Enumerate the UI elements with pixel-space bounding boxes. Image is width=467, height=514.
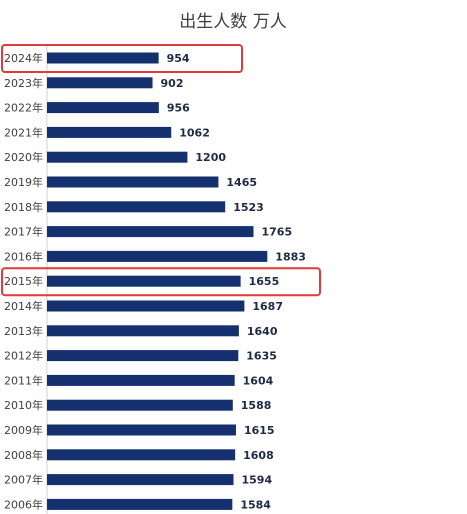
category-label: 2023年 (4, 76, 43, 90)
category-label: 2012年 (4, 349, 43, 363)
category-label: 2017年 (4, 225, 43, 239)
bar-row: 2006年 1584 (4, 497, 271, 511)
value-label: 1640 (247, 325, 278, 338)
bar-row: 2024年 954 (1, 44, 243, 73)
value-label: 1588 (241, 399, 272, 412)
bar (47, 374, 235, 386)
bar (47, 498, 233, 510)
value-label: 1523 (233, 201, 264, 214)
chart-title: 出生人数 万人 (179, 12, 286, 32)
category-label: 2008年 (4, 448, 43, 462)
bar-row: 2023年 902 (4, 76, 184, 90)
value-label: 954 (167, 52, 190, 65)
value-label: 1615 (244, 424, 275, 437)
bar (47, 275, 241, 287)
bars-layer: 2024年 954 2023年 902 2022年 956 2021年 1062 2020年 12… (1, 44, 321, 511)
bar (47, 300, 245, 312)
bar-row: 2010年 1588 (4, 398, 271, 412)
category-label: 2009年 (4, 423, 43, 437)
highlight-box (1, 44, 243, 73)
bar (47, 77, 153, 89)
category-label: 2024年 (4, 51, 43, 65)
category-label: 2020年 (4, 150, 43, 164)
category-label: 2015年 (4, 274, 43, 288)
category-label: 2006年 (4, 497, 43, 511)
bar-row: 2017年 1765 (4, 225, 292, 239)
value-label: 1584 (240, 498, 271, 511)
category-label: 2011年 (4, 373, 43, 387)
category-label: 2013年 (4, 324, 43, 338)
value-label: 1594 (241, 474, 272, 487)
bar (47, 126, 172, 138)
value-label: 1200 (195, 151, 226, 164)
value-label: 902 (161, 77, 184, 90)
category-label: 2010年 (4, 398, 43, 412)
bar (47, 176, 219, 188)
bar (47, 424, 236, 436)
category-label: 2018年 (4, 200, 43, 214)
category-label: 2014年 (4, 299, 43, 313)
bar (47, 250, 268, 262)
bar-row: 2015年 1655 (1, 267, 321, 297)
bar-row: 2020年 1200 (4, 150, 226, 164)
value-label: 1062 (179, 126, 210, 139)
category-label: 2019年 (4, 175, 43, 189)
bar (47, 325, 239, 337)
highlight-box (1, 267, 321, 297)
bar (47, 399, 233, 411)
bar-row: 2018年 1523 (4, 200, 264, 214)
bar (47, 350, 239, 362)
bar (47, 474, 234, 486)
value-label: 1465 (226, 176, 257, 189)
category-label: 2022年 (4, 101, 43, 115)
bar-row: 2019年 1465 (4, 175, 257, 189)
value-label: 1608 (243, 449, 274, 462)
value-label: 1655 (249, 275, 280, 288)
bar-row: 2022年 956 (4, 101, 190, 115)
value-label: 956 (167, 102, 190, 115)
bar-row: 2007年 1594 (4, 473, 272, 487)
bar-row: 2021年 1062 (4, 125, 210, 139)
value-label: 1604 (243, 374, 274, 387)
category-label: 2021年 (4, 125, 43, 139)
bar (47, 102, 159, 114)
bar-row: 2008年 1608 (4, 448, 274, 462)
bar-row: 2009年 1615 (4, 423, 275, 437)
bar-row: 2013年 1640 (4, 324, 278, 338)
value-label: 1765 (262, 226, 293, 239)
category-label: 2016年 (4, 249, 43, 263)
category-label: 2007年 (4, 473, 43, 487)
bar (47, 449, 236, 461)
bar (47, 201, 226, 213)
bar-row: 2012年 1635 (4, 349, 277, 363)
bar (47, 226, 254, 238)
bar-row: 2011年 1604 (4, 373, 274, 387)
bar-row: 2014年 1687 (4, 299, 283, 313)
bar (47, 151, 188, 163)
value-label: 1883 (275, 250, 306, 263)
value-label: 1635 (246, 350, 277, 363)
bar-row: 2016年 1883 (4, 249, 306, 263)
bar (47, 52, 159, 64)
value-label: 1687 (252, 300, 283, 313)
